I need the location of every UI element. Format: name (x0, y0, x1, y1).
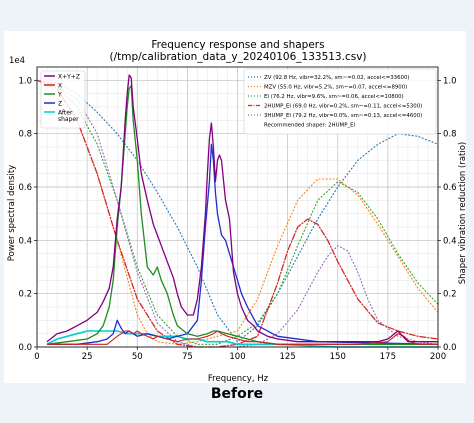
chart-title: Frequency response and shapers (151, 39, 324, 51)
series-line-y (46, 85, 438, 345)
legend-label: ZV (92.8 Hz, vibr=32.2%, sm~=0.02, accel… (264, 75, 409, 81)
y2-tick-label: 0.0 (443, 343, 457, 353)
y2-tick-label: 0.4 (443, 236, 457, 246)
y-tick-label: 0.0 (18, 343, 32, 353)
legend-label: X+Y+Z (58, 74, 80, 81)
x-tick-label: 100 (229, 352, 245, 362)
x-axis-label: Frequency, Hz (208, 374, 269, 384)
y-tick-label: 0.8 (18, 130, 32, 140)
y-exponent-label: 1e4 (9, 56, 25, 66)
legend-shapers-box (243, 68, 437, 135)
shaper-line-3hump-ei (36, 79, 439, 348)
x-tick-label: 175 (380, 352, 396, 362)
x-tick-label: 125 (280, 352, 296, 362)
series-line-x-y-z (46, 74, 438, 343)
shaper-line-zv (36, 79, 439, 343)
y2-tick-label: 0.6 (443, 183, 457, 193)
psd-series (46, 74, 439, 348)
y2-tick-label: 0.2 (443, 290, 457, 300)
series-line-x (47, 330, 438, 345)
x-tick-label: 0 (34, 352, 39, 362)
y-tick-label: 1.0 (18, 76, 32, 86)
x-tick-label: 150 (330, 352, 346, 362)
y-axis-label: Power spectral density (7, 165, 17, 261)
y2-axis-ticks: 0.0 0.2 0.4 0.6 0.8 1.0 (438, 76, 457, 353)
x-tick-label: 50 (132, 352, 143, 362)
x-tick-label: 75 (182, 352, 193, 362)
legend-label: Y (57, 92, 62, 99)
y-tick-label: 0.6 (18, 183, 32, 193)
y-tick-label: 0.4 (18, 236, 32, 246)
chart-subtitle: (/tmp/calibration_data_y_20240106_133513… (109, 51, 366, 63)
y2-axis-label: Shaper vibration reduction (ratio) (458, 142, 468, 285)
legend-label: EI (76.2 Hz, vibr=9.6%, sm~=0.06, accel<… (264, 94, 404, 100)
series-line-after-shaper (46, 330, 438, 348)
legend-label: X (58, 83, 62, 90)
plot-frame (36, 66, 439, 348)
legend-label: After (58, 110, 73, 117)
x-axis-ticks: 0 25 50 75 100 125 150 175 200 (34, 347, 446, 362)
y2-tick-label: 0.8 (443, 130, 457, 140)
y-tick-label: 0.2 (18, 290, 32, 300)
legend-label: 2HUMP_EI (69.0 Hz, vibr=0.2%, sm~=0.11, … (264, 104, 422, 110)
shaper-line-ei (36, 79, 439, 345)
legend-label: MZV (55.0 Hz, vibr=5.2%, sm~=0.07, accel… (264, 85, 407, 91)
x-tick-label: 200 (430, 352, 446, 362)
legend-label: shaper (58, 116, 79, 123)
shaper-line-2hump-ei (36, 79, 439, 348)
y2-tick-label: 1.0 (443, 76, 457, 86)
legend-note: Recommended shaper: 2HUMP_EI (264, 123, 356, 129)
figure-caption: Before (210, 386, 264, 402)
x-tick-label: 25 (82, 352, 93, 362)
series-line-z (47, 143, 439, 345)
legend-label: 3HUMP_EI (79.2 Hz, vibr=0.0%, sm~=0.13, … (264, 113, 422, 119)
legend-shapers: ZV (92.8 Hz, vibr=32.2%, sm~=0.02, accel… (243, 68, 437, 135)
legend-label: Z (58, 101, 62, 108)
